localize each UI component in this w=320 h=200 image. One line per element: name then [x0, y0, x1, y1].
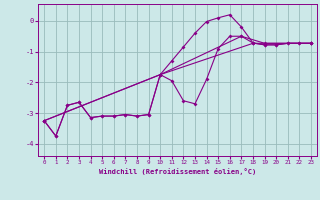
X-axis label: Windchill (Refroidissement éolien,°C): Windchill (Refroidissement éolien,°C): [99, 168, 256, 175]
